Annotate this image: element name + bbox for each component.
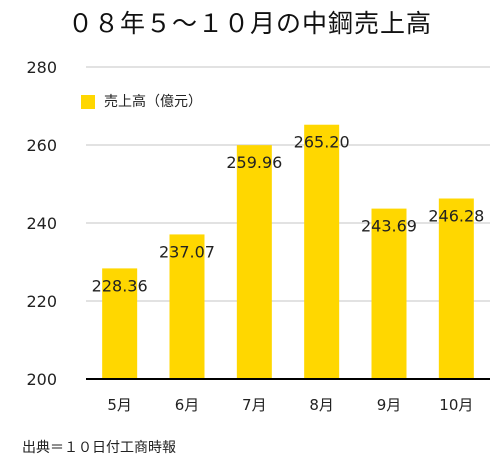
x-tick-label: 9月 — [377, 396, 402, 414]
data-label: 228.36 — [92, 276, 148, 295]
bar — [438, 198, 474, 379]
bar — [236, 145, 272, 379]
data-label: 237.07 — [159, 242, 215, 261]
y-tick-label: 200 — [26, 370, 57, 389]
x-tick-label: 8月 — [309, 396, 334, 414]
legend-swatch — [81, 95, 95, 109]
x-tick-label: 10月 — [439, 396, 473, 414]
y-tick-label: 220 — [26, 292, 57, 311]
bar — [371, 208, 407, 379]
bar — [102, 268, 138, 379]
legend-label: 売上高（億元） — [104, 94, 202, 110]
bar — [169, 234, 205, 379]
bar — [304, 124, 340, 379]
x-tick-label: 5月 — [107, 396, 132, 414]
y-tick-label: 280 — [26, 58, 57, 77]
x-tick-label: 7月 — [242, 396, 267, 414]
data-label: 243.69 — [361, 217, 417, 236]
chart-title: ０８年５～１０月の中鋼売上高 — [67, 9, 432, 38]
x-tick-label: 6月 — [175, 396, 200, 414]
source-note: 出典＝１０日付工商時報 — [22, 440, 176, 456]
y-tick-label: 240 — [26, 214, 57, 233]
y-tick-label: 260 — [26, 136, 57, 155]
data-label: 265.20 — [294, 133, 350, 152]
data-label: 259.96 — [226, 153, 282, 172]
data-label: 246.28 — [428, 207, 484, 226]
